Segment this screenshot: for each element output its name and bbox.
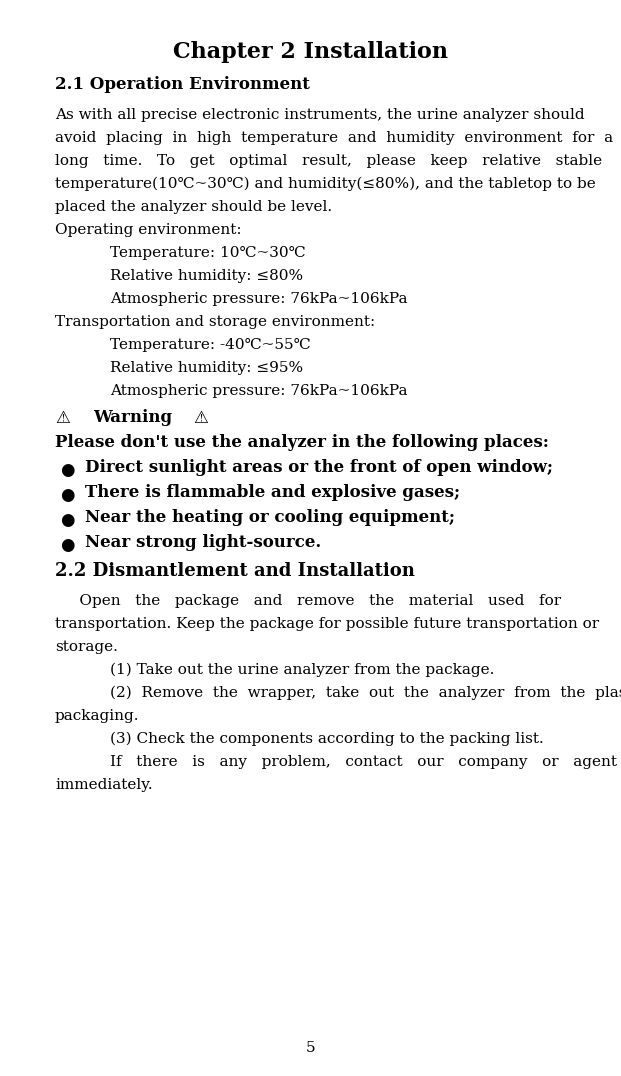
Text: ⚠: ⚠ [55,409,70,427]
Text: ●: ● [60,537,75,554]
Text: immediately.: immediately. [55,778,153,792]
Text: Relative humidity: ≤80%: Relative humidity: ≤80% [110,269,303,283]
Text: Open   the   package   and   remove   the   material   used   for: Open the package and remove the material… [55,594,561,608]
Text: ●: ● [60,487,75,504]
Text: (1) Take out the urine analyzer from the package.: (1) Take out the urine analyzer from the… [110,663,494,678]
Text: long   time.   To   get   optimal   result,   please   keep   relative   stable: long time. To get optimal result, please… [55,154,602,168]
Text: Temperature: 10℃~30℃: Temperature: 10℃~30℃ [110,246,306,260]
Text: Atmospheric pressure: 76kPa~106kPa: Atmospheric pressure: 76kPa~106kPa [110,292,407,306]
Text: As with all precise electronic instruments, the urine analyzer should: As with all precise electronic instrumen… [55,108,584,122]
Text: Please don't use the analyzer in the following places:: Please don't use the analyzer in the fol… [55,434,549,451]
Text: 5: 5 [306,1040,315,1054]
Text: 2.2 Dismantlement and Installation: 2.2 Dismantlement and Installation [55,562,415,580]
Text: avoid  placing  in  high  temperature  and  humidity  environment  for  a: avoid placing in high temperature and hu… [55,131,613,145]
Text: Temperature: -40℃~55℃: Temperature: -40℃~55℃ [110,338,310,352]
Text: Transportation and storage environment:: Transportation and storage environment: [55,315,375,329]
Text: Chapter 2 Installation: Chapter 2 Installation [173,41,448,63]
Text: ⚠: ⚠ [193,409,208,427]
Text: Near the heating or cooling equipment;: Near the heating or cooling equipment; [85,509,455,526]
Text: Operating environment:: Operating environment: [55,223,242,237]
Text: placed the analyzer should be level.: placed the analyzer should be level. [55,200,332,214]
Text: Direct sunlight areas or the front of open window;: Direct sunlight areas or the front of op… [85,459,553,476]
Text: (3) Check the components according to the packing list.: (3) Check the components according to th… [110,732,544,747]
Text: storage.: storage. [55,640,118,654]
Text: (2)  Remove  the  wrapper,  take  out  the  analyzer  from  the  plastic: (2) Remove the wrapper, take out the ana… [110,686,621,700]
Text: packaging.: packaging. [55,709,140,723]
Text: temperature(10℃~30℃) and humidity(≤80%), and the tabletop to be: temperature(10℃~30℃) and humidity(≤80%),… [55,176,596,192]
Text: ●: ● [60,512,75,529]
Text: There is flammable and explosive gases;: There is flammable and explosive gases; [85,484,460,501]
Text: Relative humidity: ≤95%: Relative humidity: ≤95% [110,362,303,376]
Text: If   there   is   any   problem,   contact   our   company   or   agent: If there is any problem, contact our com… [110,755,617,769]
Text: ●: ● [60,462,75,479]
Text: transportation. Keep the package for possible future transportation or: transportation. Keep the package for pos… [55,617,599,631]
Text: Near strong light-source.: Near strong light-source. [85,534,321,551]
Text: Atmospheric pressure: 76kPa~106kPa: Atmospheric pressure: 76kPa~106kPa [110,384,407,398]
Text: Warning: Warning [93,409,172,426]
Text: 2.1 Operation Environment: 2.1 Operation Environment [55,76,310,93]
